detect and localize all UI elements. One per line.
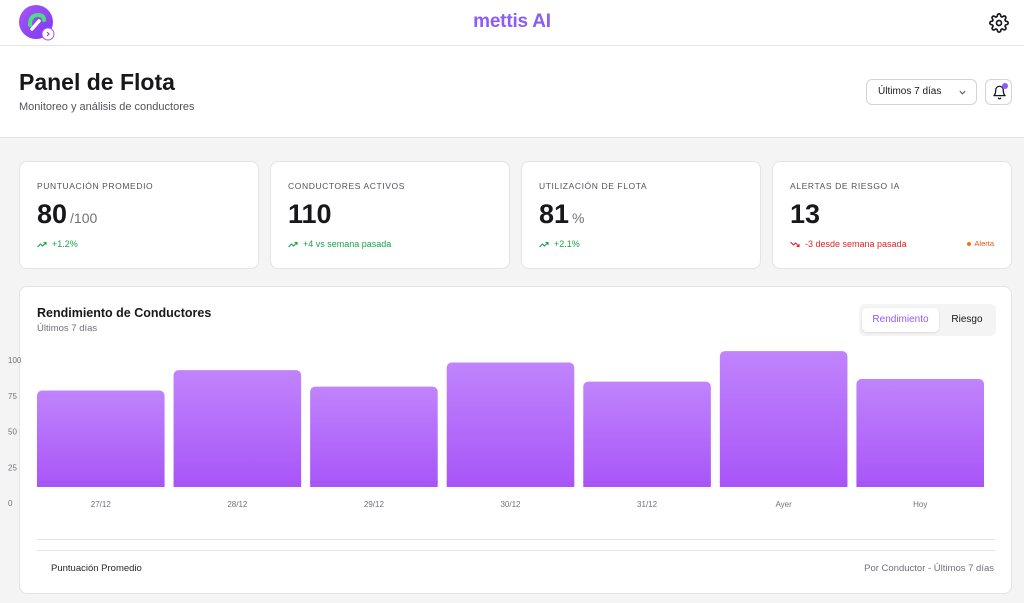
page-title: Panel de Flota — [19, 69, 175, 95]
trend-up-icon — [539, 241, 549, 247]
chart-divider — [37, 550, 995, 551]
notifications-button[interactable] — [985, 79, 1012, 105]
y-tick-label: 75 — [8, 392, 17, 401]
kpi-value: 13 — [790, 199, 821, 229]
brand-name: mettis AI — [473, 11, 551, 32]
kpi-label: UTILIZACIÓN DE FLOTA — [539, 181, 648, 191]
kpi-trend: -3 desde semana pasada — [790, 239, 907, 249]
kpi-value: 110 — [288, 199, 332, 229]
kpi-label: PUNTUACIÓN PROMEDIO — [37, 181, 154, 191]
kpi-trend: +4 vs semana pasada — [288, 239, 391, 249]
kpi-card-risk-alerts: ALERTAS DE RIESGO IA 13 -3 desde semana … — [772, 161, 1012, 269]
kpi-label: ALERTAS DE RIESGO IA — [790, 181, 900, 191]
y-tick-label: 50 — [8, 428, 17, 437]
date-range-select[interactable]: Últimos 7 días — [866, 79, 977, 105]
trend-down-icon — [790, 241, 800, 247]
chart-subtitle: Últimos 7 días — [37, 323, 98, 334]
y-tick-label: 0 — [8, 499, 13, 508]
date-range-value: Últimos 7 días — [878, 86, 942, 97]
kpi-card-average-score: PUNTUACIÓN PROMEDIO 80/100 +1.2% — [19, 161, 259, 269]
kpi-trend: +2.1% — [539, 239, 580, 249]
trend-up-icon — [37, 241, 47, 247]
gear-icon[interactable] — [989, 13, 1009, 33]
kpi-card-active-drivers: CONDUCTORES ACTIVOS 110 +4 vs semana pas… — [270, 161, 510, 269]
kpi-value: 80/100 — [37, 199, 98, 229]
chevron-down-icon — [959, 90, 966, 95]
chart-divider — [37, 539, 995, 540]
mettis-logo-icon[interactable] — [19, 5, 55, 41]
chart-legend-label: Puntuación Promedio — [51, 563, 142, 574]
kpi-trend: +1.2% — [37, 239, 78, 249]
chart-footer-note: Por Conductor - Últimos 7 días — [864, 563, 994, 574]
kpi-value: 81% — [539, 199, 585, 229]
page-subtitle: Monitoreo y análisis de conductores — [19, 101, 195, 113]
page-header: Panel de Flota Monitoreo y análisis de c… — [0, 46, 1024, 138]
chart-title: Rendimiento de Conductores — [37, 306, 212, 320]
y-tick-label: 25 — [8, 463, 17, 472]
alert-badge: Alerta — [967, 239, 994, 248]
kpi-unit: % — [572, 210, 585, 226]
driver-performance-panel: Rendimiento de Conductores Últimos 7 día… — [19, 286, 1012, 594]
chart-mode-toggle: Rendimiento Riesgo — [859, 304, 996, 336]
bell-icon — [993, 85, 1006, 100]
toggle-risk[interactable]: Riesgo — [951, 314, 983, 325]
notification-dot — [1002, 83, 1008, 89]
kpi-unit: /100 — [70, 210, 98, 226]
toggle-performance[interactable]: Rendimiento — [862, 308, 939, 332]
top-bar: mettis AI — [0, 0, 1024, 46]
kpi-label: CONDUCTORES ACTIVOS — [288, 181, 406, 191]
kpi-card-fleet-utilization: UTILIZACIÓN DE FLOTA 81% +2.1% — [521, 161, 761, 269]
alert-dot-icon — [967, 241, 972, 246]
trend-up-icon — [288, 241, 298, 247]
